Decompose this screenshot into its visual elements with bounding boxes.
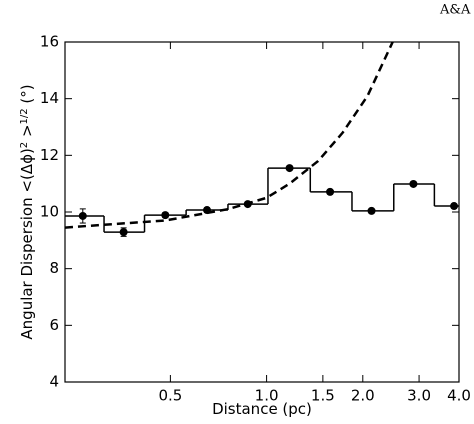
y-label-part: > [18,124,36,141]
data-point [367,206,376,215]
y-tick-label: 6 [49,316,59,334]
data-point [243,200,252,209]
model-curve [65,42,394,229]
plot-frame [64,41,460,383]
x-axis-label: Distance (pc) [212,400,312,418]
y-tick-label: 12 [40,146,59,164]
y-axis-label: Angular Dispersion <(Δϕ)2 >1/2 (°) [18,84,36,339]
data-point [78,211,87,220]
data-point [450,202,459,211]
data-point [285,164,294,173]
x-tick-label: 0.5 [158,387,182,405]
data-point [161,211,170,220]
x-tick-label: 2.0 [351,387,375,405]
data-point [326,187,335,196]
x-tick-label: 1.5 [311,387,335,405]
y-tick-label: 4 [49,373,59,391]
y-label-part: 2 [19,142,30,148]
y-label-part: 1/2 [19,108,30,124]
y-tick-label: 10 [40,203,59,221]
journal-header: A&A [439,3,471,18]
y-tick-label: 16 [40,33,59,51]
data-point [409,179,418,188]
y-tick-label: 8 [49,259,59,277]
data-point [119,228,128,237]
y-label-part: (°) [18,84,36,108]
data-point [203,206,212,215]
x-tick-label: 4.0 [447,387,471,405]
plot-area [65,42,459,237]
x-tick-label: 3.0 [407,387,431,405]
x-tick-label: 1.0 [255,387,279,405]
y-label-part: Angular Dispersion <(Δϕ) [18,148,36,339]
y-tick-label: 14 [40,89,59,107]
